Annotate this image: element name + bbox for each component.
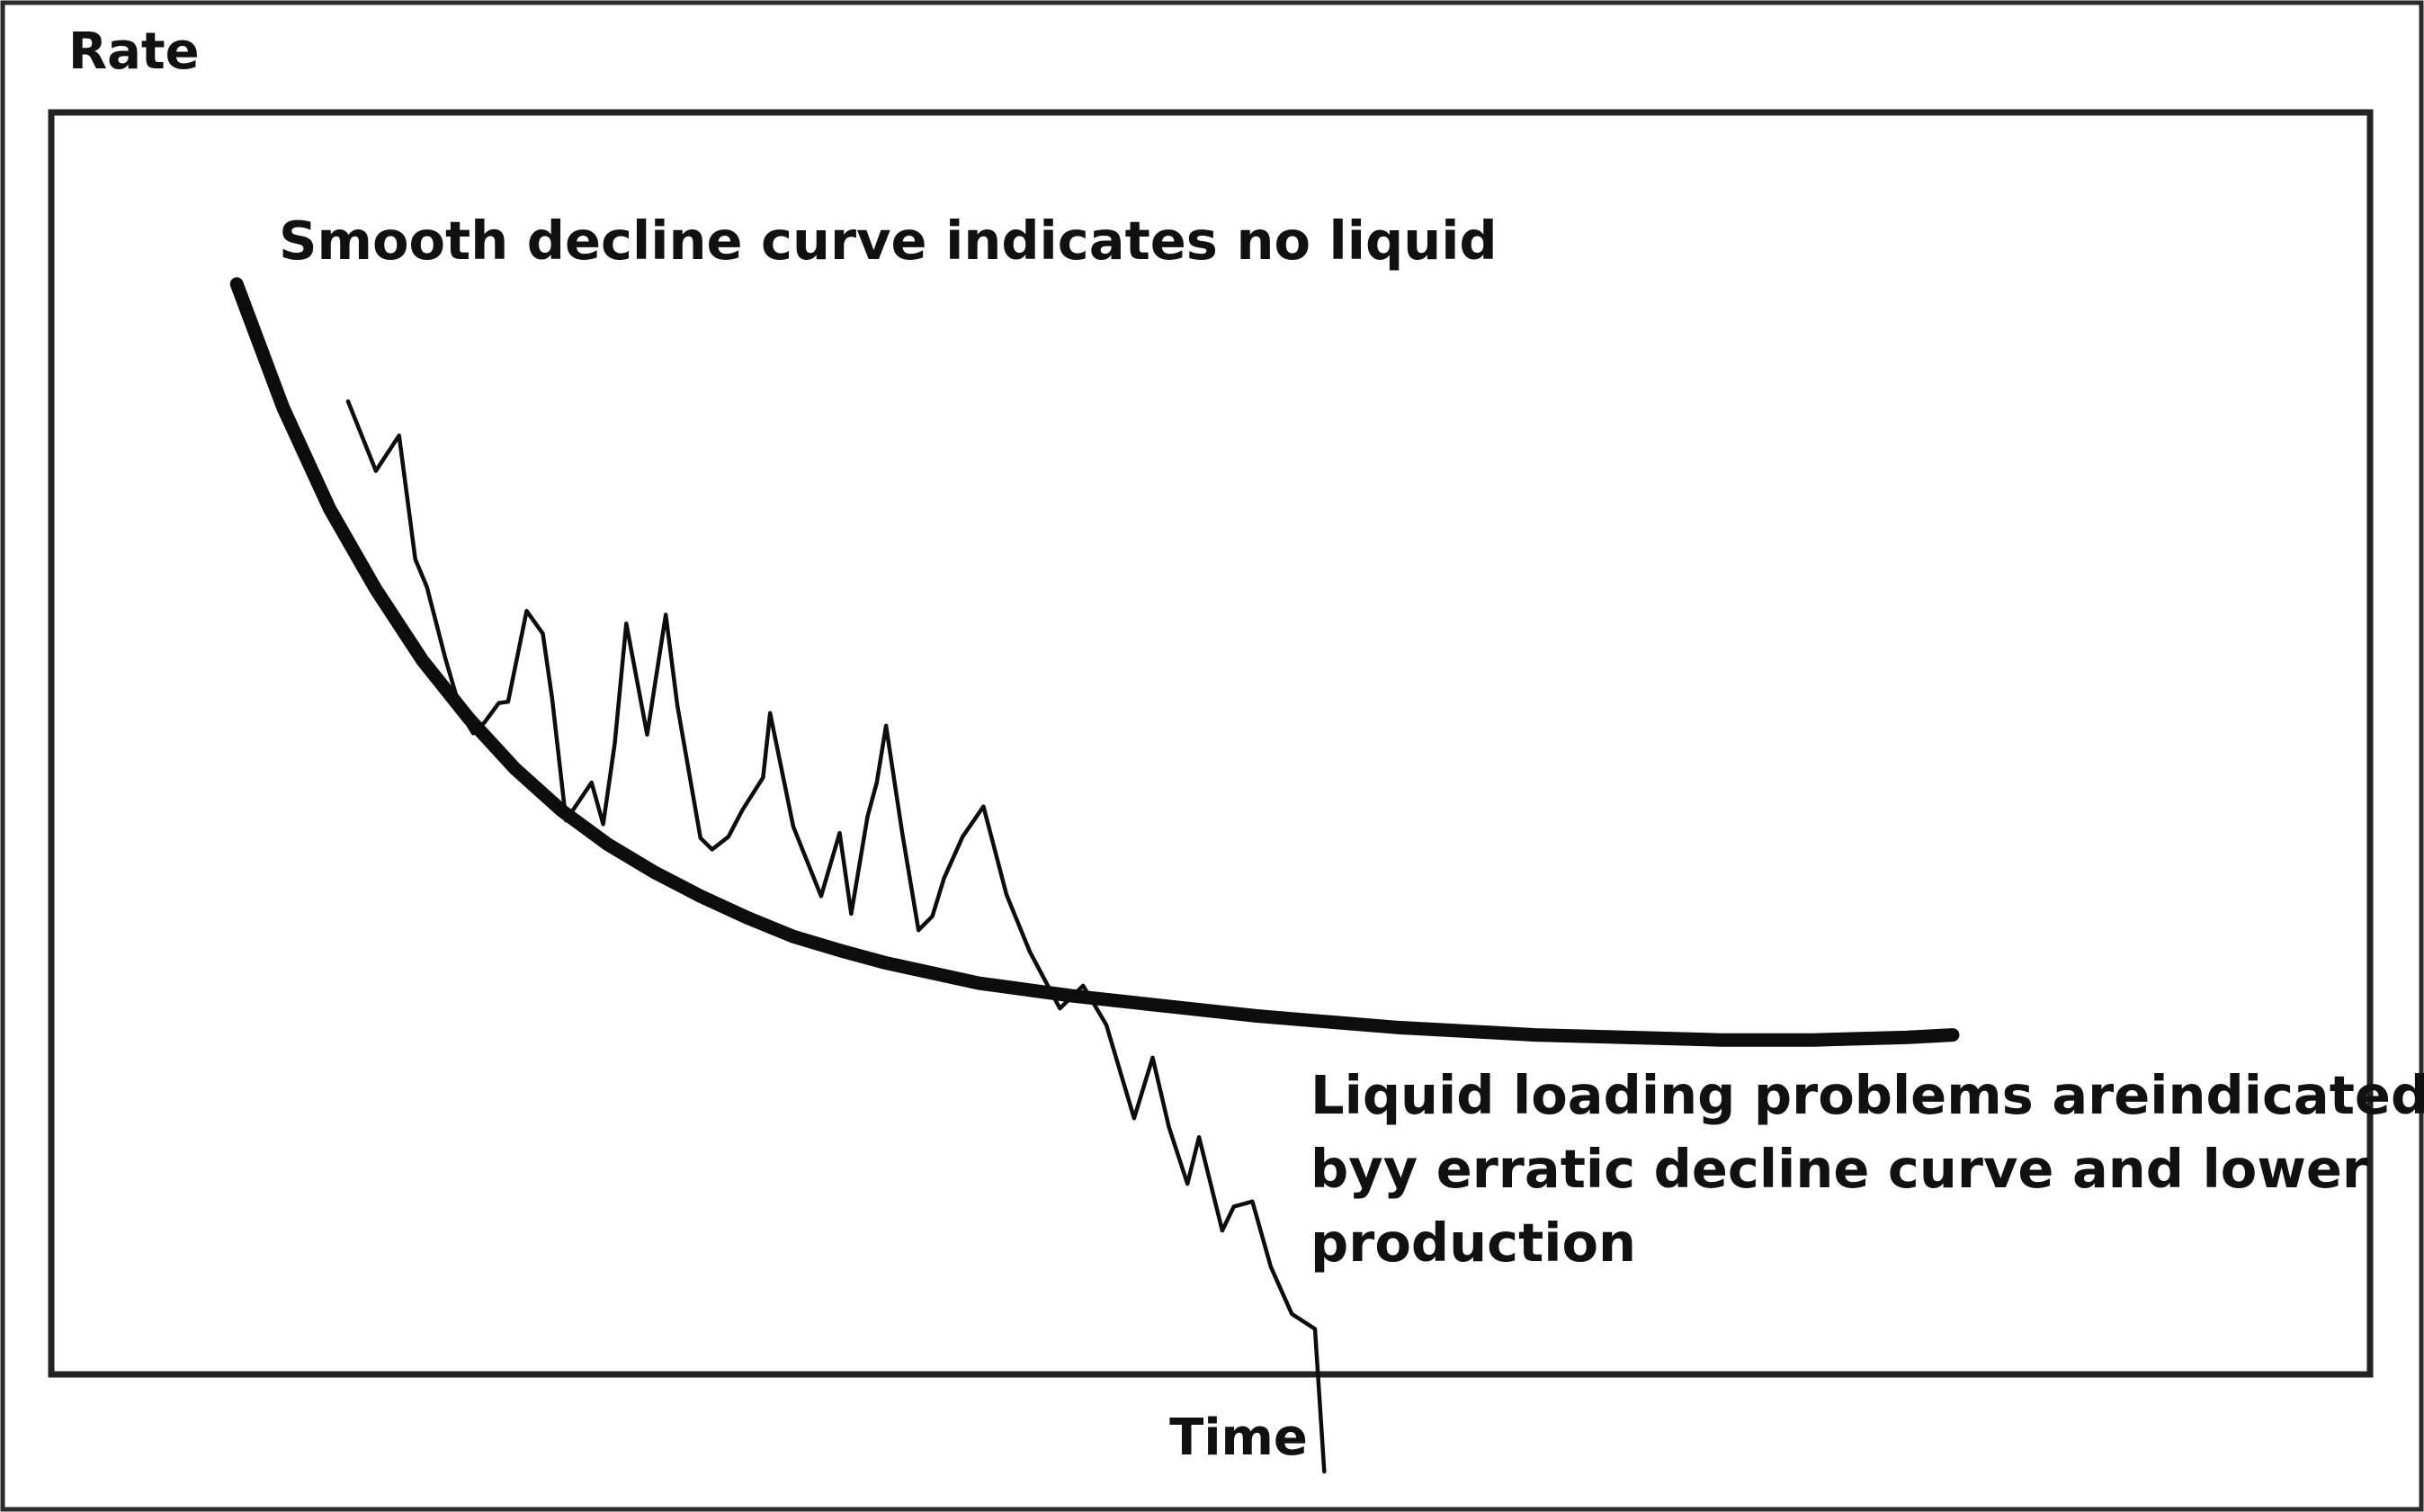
- annotation-smooth-curve: Smooth decline curve indicates no liquid: [279, 210, 1498, 272]
- annotation-smooth-line-1: Smooth decline curve indicates no liquid: [279, 210, 1498, 272]
- plot-area-frame: [48, 109, 2374, 1378]
- series-layer: [229, 277, 1960, 1474]
- x-axis-label: Time: [1169, 1409, 1308, 1467]
- smooth-decline-curve: [229, 277, 1960, 1047]
- annotation-liquid-line-2: byy erratic decline curve and lower: [1310, 1138, 2368, 1200]
- annotation-liquid-line-1: Liquid loading problems areindicated: [1310, 1064, 2424, 1126]
- y-axis-label: Rate: [68, 22, 200, 81]
- annotation-liquid-loading: Liquid loading problems areindicated byy…: [1310, 1064, 2424, 1274]
- erratic-decline-curve: [345, 399, 1327, 1474]
- annotation-liquid-line-3: production: [1310, 1212, 1636, 1274]
